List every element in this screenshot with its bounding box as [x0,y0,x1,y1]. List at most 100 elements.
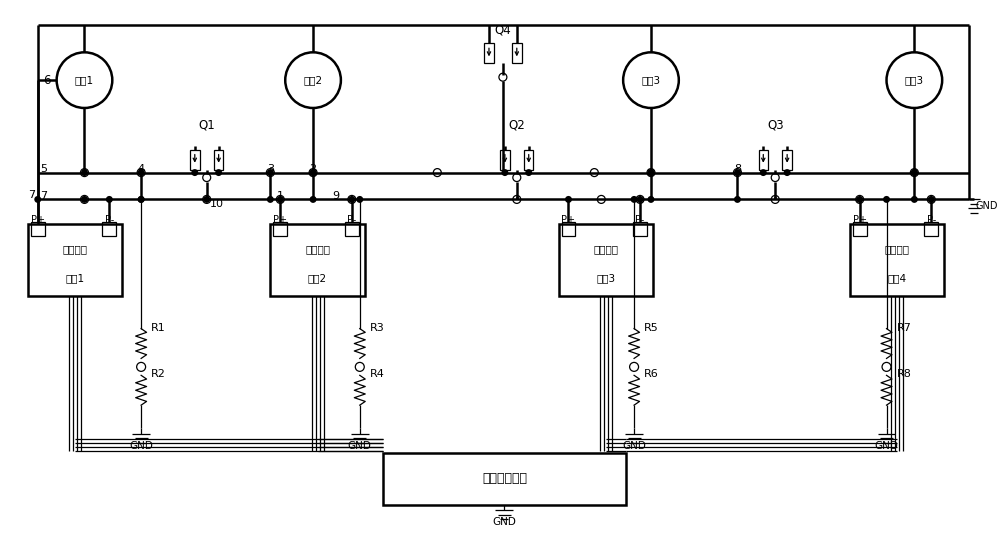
Circle shape [501,169,508,176]
Text: 4: 4 [138,163,145,174]
Text: 7: 7 [40,191,47,201]
Text: 电池管理: 电池管理 [593,245,618,254]
Bar [924,222,938,236]
Text: 7: 7 [28,191,35,200]
Bar [850,224,944,296]
Circle shape [856,196,863,203]
Text: 10: 10 [210,199,224,209]
Bar [484,43,494,63]
Bar [559,224,653,296]
Bar [28,224,122,296]
Text: Q4: Q4 [495,24,511,37]
Circle shape [191,169,198,176]
Circle shape [267,169,274,176]
Bar [345,222,359,236]
Circle shape [310,169,317,176]
Circle shape [310,169,317,176]
Text: P+: P+ [31,215,45,225]
Text: R1: R1 [151,323,166,333]
Circle shape [138,169,145,176]
Bar [102,222,116,236]
Bar [190,150,200,170]
Text: GND: GND [348,441,372,451]
Bar [214,150,223,170]
Circle shape [637,196,644,203]
Text: R4: R4 [370,370,385,379]
Circle shape [81,196,88,203]
Bar [512,43,522,63]
Circle shape [647,169,654,176]
Circle shape [911,196,918,203]
Circle shape [525,169,532,176]
Text: 8: 8 [734,163,741,174]
Text: P+: P+ [561,215,575,225]
Text: GND: GND [129,441,153,451]
Text: 6: 6 [43,74,50,87]
Text: 电池管理: 电池管理 [884,245,909,254]
Text: 马达3: 马达3 [641,75,661,85]
Bar [782,150,792,170]
Text: P-: P- [347,215,356,225]
Bar [633,222,647,236]
Circle shape [784,169,791,176]
Text: R5: R5 [644,323,659,333]
Circle shape [565,196,572,203]
Text: 单元3: 单元3 [596,273,615,283]
Text: 单元4: 单元4 [887,273,907,283]
Text: R3: R3 [370,323,384,333]
Text: P-: P- [105,215,114,225]
Text: Q3: Q3 [767,119,784,131]
Bar [853,222,867,236]
Text: 马达1: 马达1 [75,75,94,85]
Circle shape [138,196,145,203]
Circle shape [57,52,112,108]
Circle shape [631,196,638,203]
Circle shape [285,52,341,108]
Bar [383,453,626,505]
Text: Q1: Q1 [198,119,215,131]
Text: 电池管理系统: 电池管理系统 [482,472,527,485]
Circle shape [138,196,145,203]
Circle shape [203,196,210,203]
Circle shape [277,196,284,203]
Bar [524,150,533,170]
Circle shape [760,169,767,176]
Circle shape [106,196,113,203]
Text: 单元2: 单元2 [308,273,327,283]
Text: GND: GND [492,517,516,528]
Text: R6: R6 [644,370,659,379]
Circle shape [267,196,274,203]
Text: 电池管理: 电池管理 [63,245,88,254]
Text: R2: R2 [151,370,166,379]
Text: GND: GND [976,201,998,211]
Text: Q2: Q2 [508,119,525,131]
Bar [31,222,45,236]
Text: GND: GND [875,441,898,451]
Circle shape [356,196,363,203]
Circle shape [215,169,222,176]
Circle shape [734,169,741,176]
Bar [562,222,575,236]
Text: P-: P- [635,215,645,225]
Text: 马达2: 马达2 [304,75,323,85]
Text: P+: P+ [853,215,867,225]
Text: P-: P- [927,215,936,225]
Circle shape [34,196,41,203]
Text: 9: 9 [332,191,339,201]
Circle shape [928,196,935,203]
Circle shape [81,169,88,176]
Bar [273,222,287,236]
Text: 电池管理: 电池管理 [305,245,330,254]
Text: 3: 3 [267,163,274,174]
Bar [270,224,365,296]
Bar [759,150,768,170]
Text: 单元1: 单元1 [65,273,85,283]
Circle shape [734,196,741,203]
Circle shape [883,196,890,203]
Circle shape [911,169,918,176]
Circle shape [647,169,654,176]
Text: 马达3: 马达3 [905,75,924,85]
Text: GND: GND [622,441,646,451]
Text: R8: R8 [896,370,911,379]
Circle shape [647,196,654,203]
